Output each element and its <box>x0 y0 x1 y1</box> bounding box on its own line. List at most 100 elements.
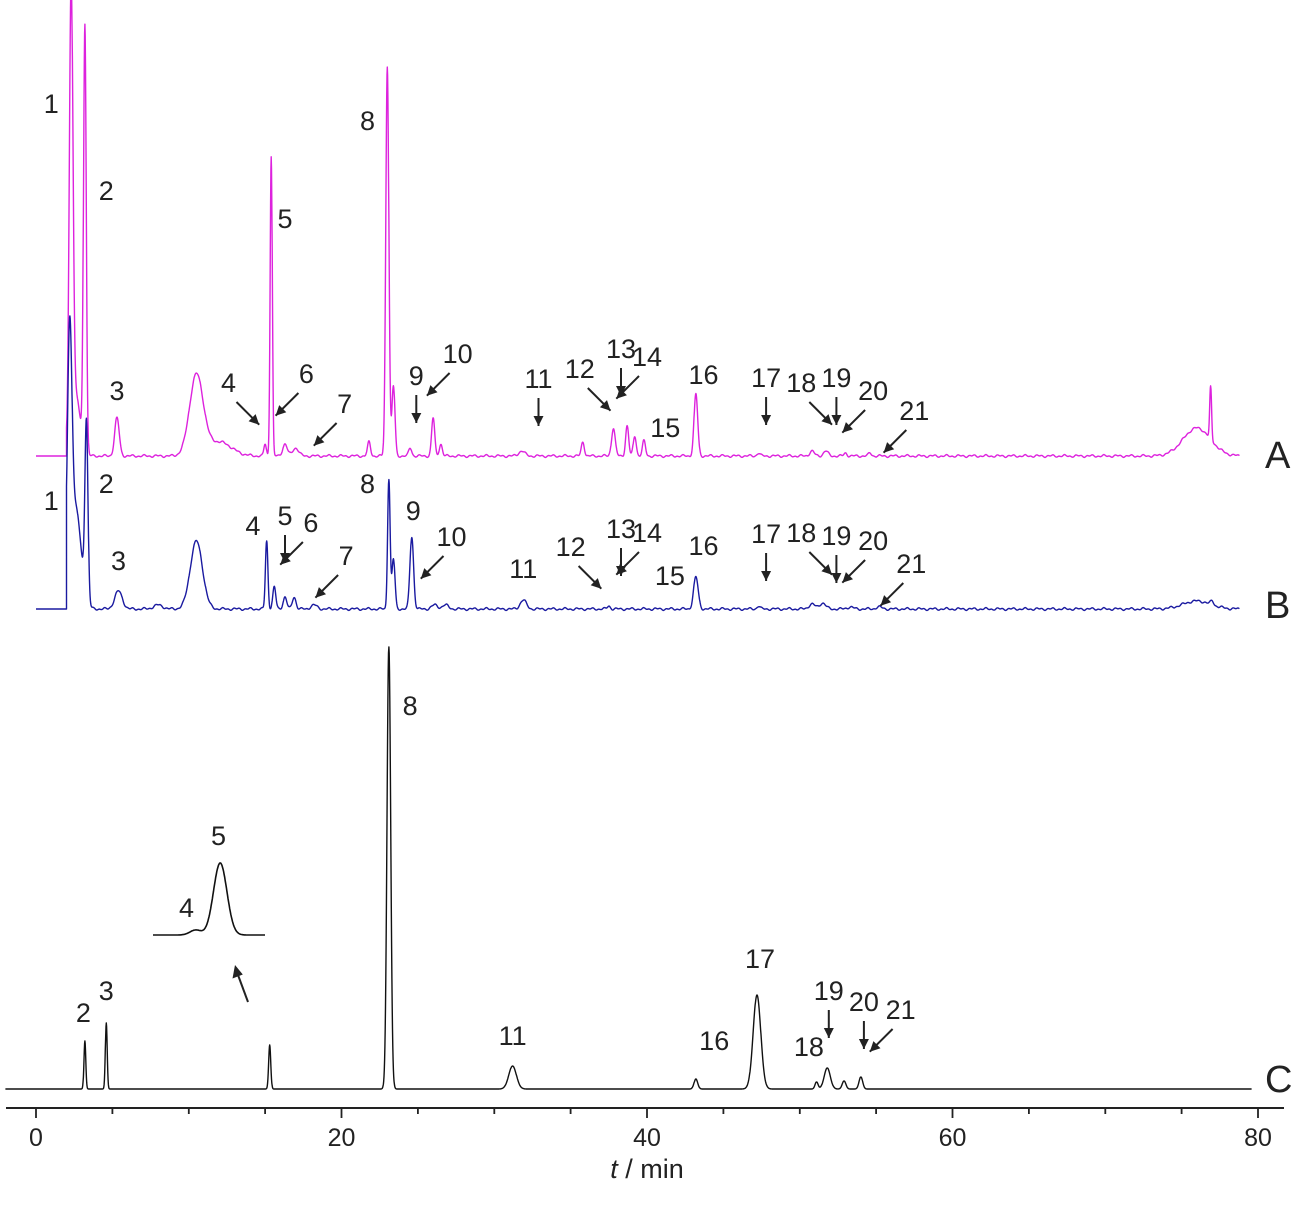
peak-label-a-20: 20 <box>858 376 888 406</box>
peak-arrow-b-7 <box>314 574 339 599</box>
inset-trace-line <box>153 862 265 936</box>
peak-arrow-c-21 <box>869 1028 894 1053</box>
peak-label-c-19: 19 <box>814 976 844 1006</box>
peak-arrow-a-14 <box>615 375 640 400</box>
x-tick-label-80: 80 <box>1244 1124 1272 1152</box>
peak-arrow-a-12 <box>587 387 612 412</box>
peak-label-b-12: 12 <box>556 532 586 562</box>
peak-arrow-a-11 <box>533 398 544 426</box>
peak-label-b-17: 17 <box>751 519 781 549</box>
peak-arrow-b-12 <box>577 565 603 590</box>
peak-arrow-a-21 <box>882 429 908 454</box>
peak-label-b-19: 19 <box>821 521 851 551</box>
peak-label-c-17: 17 <box>745 944 775 974</box>
peak-label-a-18: 18 <box>786 368 816 398</box>
peak-label-c-3: 3 <box>99 976 114 1006</box>
peak-label-a-10: 10 <box>443 339 473 369</box>
peak-label-b-21: 21 <box>896 549 926 579</box>
peak-label-c-2: 2 <box>76 998 91 1028</box>
peak-arrow-a-19 <box>831 397 842 425</box>
peak-arrow-a-9 <box>411 395 422 423</box>
peak-label-a-16: 16 <box>688 360 718 390</box>
trace-letters: A B C <box>1265 435 1292 1101</box>
trace-letter-c: C <box>1265 1059 1292 1101</box>
peak-label-a-14: 14 <box>632 342 662 372</box>
peak-arrow-b-17 <box>761 553 772 581</box>
peak-arrow-a-4 <box>235 401 260 426</box>
peak-label-b-11: 11 <box>509 554 537 584</box>
peak-arrow-c-19 <box>823 1010 834 1038</box>
peak-label-b-14: 14 <box>632 518 662 548</box>
peak-label-a-3: 3 <box>109 376 124 406</box>
peak-label-a-21: 21 <box>899 396 929 426</box>
peak-label-c-8: 8 <box>403 691 418 721</box>
peak-label-a-9: 9 <box>409 361 424 391</box>
peak-arrow-b-19 <box>831 555 842 583</box>
trace-b-line <box>36 315 1240 612</box>
x-axis: t / min 0 20 40 60 80 <box>6 1107 1284 1184</box>
peak-label-a-13: 13 <box>606 334 636 364</box>
peak-label-b-6: 6 <box>303 508 318 538</box>
trace-c-line <box>5 646 1252 1090</box>
peak-arrow-b-14 <box>615 551 640 576</box>
x-tick-label-20: 20 <box>328 1124 356 1152</box>
peak-label-a-17: 17 <box>751 363 781 393</box>
peak-label-a-12: 12 <box>565 354 595 384</box>
inset-arrow <box>232 965 249 1003</box>
peak-arrow-b-10 <box>420 555 445 580</box>
peak-label-b-20: 20 <box>858 526 888 556</box>
peak-label-b-13: 13 <box>606 514 636 544</box>
inset-label-5: 5 <box>211 821 226 851</box>
peak-label-b-7: 7 <box>339 541 354 571</box>
peak-label-b-16: 16 <box>688 531 718 561</box>
peak-label-b-3: 3 <box>111 546 126 576</box>
peak-label-b-10: 10 <box>436 522 466 552</box>
peak-label-a-11: 11 <box>524 364 552 394</box>
traces-group <box>5 0 1252 1090</box>
peak-arrow-c-20 <box>858 1021 869 1049</box>
peak-label-c-18: 18 <box>794 1032 824 1062</box>
peak-label-a-2: 2 <box>99 176 114 206</box>
peak-label-c-20: 20 <box>849 987 879 1017</box>
peak-label-a-1: 1 <box>44 89 59 119</box>
peak-label-b-4: 4 <box>245 511 260 541</box>
peak-arrow-b-21 <box>879 582 905 607</box>
x-tick-label-60: 60 <box>939 1124 967 1152</box>
peak-label-b-15: 15 <box>655 561 685 591</box>
peak-arrow-a-18 <box>808 401 833 426</box>
peak-label-a-6: 6 <box>299 359 314 389</box>
peak-label-a-4: 4 <box>221 368 236 398</box>
peak-arrow-b-18 <box>808 551 833 576</box>
inset: 4 5 <box>153 821 265 1003</box>
peak-label-a-15: 15 <box>650 413 680 443</box>
peak-label-b-2: 2 <box>99 469 114 499</box>
peak-arrow-b-20 <box>841 559 866 584</box>
peak-label-c-21: 21 <box>886 995 916 1025</box>
peak-label-c-16: 16 <box>699 1026 729 1056</box>
peak-label-b-5: 5 <box>277 501 292 531</box>
peak-label-c-11: 11 <box>499 1021 527 1051</box>
peak-label-a-7: 7 <box>337 389 352 419</box>
inset-label-4: 4 <box>179 893 194 923</box>
trace-a-line <box>36 0 1240 459</box>
peak-arrow-b-6 <box>279 541 304 566</box>
trace-letter-a: A <box>1265 435 1291 477</box>
peak-arrow-a-6 <box>274 392 300 417</box>
trace-letter-b: B <box>1265 585 1290 627</box>
peak-label-b-8: 8 <box>360 469 375 499</box>
peak-label-b-9: 9 <box>406 496 421 526</box>
peak-arrow-a-20 <box>841 409 866 434</box>
peak-label-a-8: 8 <box>360 106 375 136</box>
peak-label-a-5: 5 <box>277 204 292 234</box>
x-tick-label-0: 0 <box>29 1124 43 1152</box>
peak-label-a-19: 19 <box>821 363 851 393</box>
peak-arrow-a-7 <box>313 422 338 447</box>
peak-arrow-a-10 <box>426 372 451 397</box>
peak-label-b-18: 18 <box>786 518 816 548</box>
peak-label-b-1: 1 <box>44 486 59 516</box>
peak-arrow-a-17 <box>761 397 772 425</box>
x-tick-label-40: 40 <box>633 1124 661 1152</box>
x-axis-label: t / min <box>610 1154 684 1184</box>
